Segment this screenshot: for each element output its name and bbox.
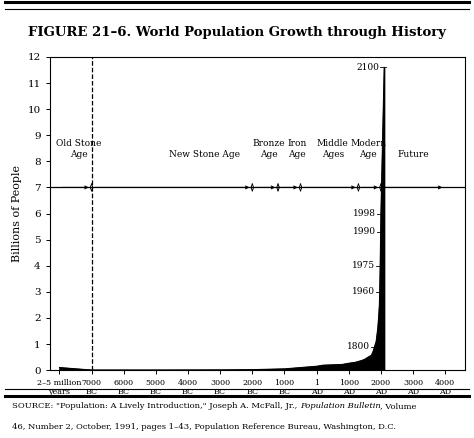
Text: Future: Future	[397, 150, 429, 159]
Text: SOURCE: "Population: A Lively Introduction," Joseph A. McFall, Jr.,: SOURCE: "Population: A Lively Introducti…	[12, 402, 300, 410]
Text: 1975: 1975	[352, 261, 375, 270]
Text: 46, Number 2, October, 1991, pages 1–43, Population Reference Bureau, Washington: 46, Number 2, October, 1991, pages 1–43,…	[12, 423, 396, 431]
Text: Population Bulletin: Population Bulletin	[300, 402, 381, 410]
Text: New Stone Age: New Stone Age	[169, 150, 239, 159]
Text: Bronze
Age: Bronze Age	[252, 139, 285, 159]
Text: 1960: 1960	[352, 287, 375, 297]
Text: Iron
Age: Iron Age	[288, 139, 307, 159]
Text: 1990: 1990	[353, 227, 376, 236]
Text: 1998: 1998	[353, 209, 376, 218]
Text: 2100: 2100	[356, 63, 379, 72]
Text: , Volume: , Volume	[381, 402, 417, 410]
Y-axis label: Billions of People: Billions of People	[12, 165, 22, 262]
Text: Modern
Age: Modern Age	[350, 139, 386, 159]
Text: FIGURE 21–6. World Population Growth through History: FIGURE 21–6. World Population Growth thr…	[28, 26, 446, 39]
Text: Middle
Ages: Middle Ages	[317, 139, 348, 159]
Text: Old Stone
Age: Old Stone Age	[56, 139, 101, 159]
Text: 1800: 1800	[346, 342, 370, 351]
